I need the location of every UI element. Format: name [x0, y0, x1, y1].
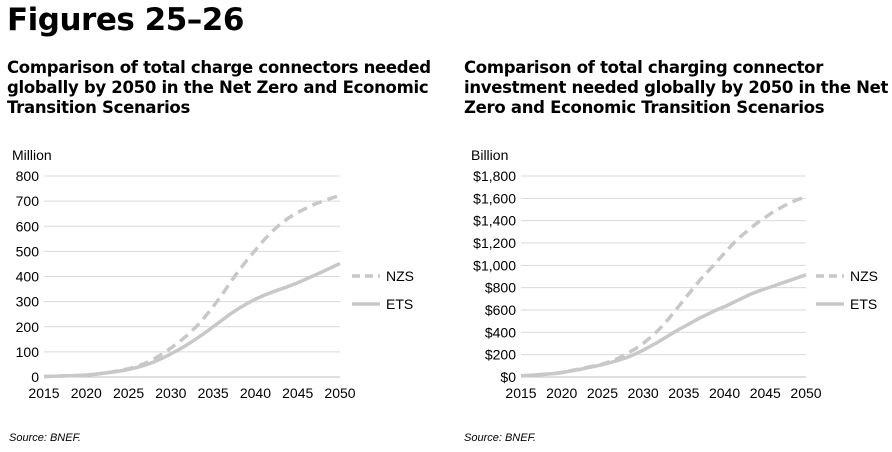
chart-2-y-tick-label: $1,400 [473, 213, 516, 229]
chart-1-y-tick-label: 200 [16, 319, 40, 335]
chart-2-y-tick-label: $800 [485, 280, 516, 296]
chart-1-x-tick-label: 2025 [113, 385, 144, 401]
chart-2-legend-label-nzs: NZS [850, 268, 878, 284]
chart-2-source: Source: BNEF. [464, 432, 536, 444]
chart-2-y-tick-label: $1,800 [473, 168, 516, 184]
chart-2-y-tick-label: $1,200 [473, 235, 516, 251]
chart-2-x-tick-label: 2015 [505, 385, 536, 401]
chart-1-y-tick-label: 700 [16, 193, 40, 209]
chart-1-y-tick-label: 800 [16, 168, 40, 184]
chart-1-y-tick-label: 400 [16, 269, 40, 285]
chart-2-y-tick-label: $1,600 [473, 190, 516, 206]
chart-1-x-tick-label: 2020 [71, 385, 102, 401]
chart-1-series-ets-line [43, 261, 341, 379]
chart-1-legend-label-ets: ETS [386, 296, 413, 312]
chart-2-title: Comparison of total charging connector i… [464, 58, 889, 117]
chart-1-y-tick-label: 300 [16, 294, 40, 310]
chart-1-unit-label: Million [12, 147, 52, 163]
chart-2-x-tick-label: 2025 [587, 385, 618, 401]
chart-2-x-tick-label: 2050 [790, 385, 821, 401]
chart-2-x-tick-label: 2020 [546, 385, 577, 401]
chart-2-series-nzs-line [520, 195, 807, 378]
chart-1-y-tick-label: 0 [31, 369, 39, 385]
chart-2-y-tick-label: $400 [485, 324, 516, 340]
chart-2-y-tick-label: $600 [485, 302, 516, 318]
chart-1-source: Source: BNEF. [9, 432, 81, 444]
chart-2-x-tick-label: 2045 [750, 385, 781, 401]
chart-2-legend-label-ets: ETS [850, 296, 877, 312]
chart-2-x-tick-label: 2035 [668, 385, 699, 401]
chart-1-title: Comparison of total charge connectors ne… [7, 58, 431, 117]
chart-1-y-tick-label: 600 [16, 218, 40, 234]
chart-2-y-tick-label: $0 [500, 369, 516, 385]
chart-1-x-tick-label: 2015 [28, 385, 59, 401]
chart-2-y-tick-label: $200 [485, 347, 516, 363]
chart-2-unit-label: Billion [471, 147, 508, 163]
chart-1-y-tick-label: 100 [16, 344, 40, 360]
chart-1-x-tick-label: 2045 [282, 385, 313, 401]
chart-2-x-tick-label: 2040 [709, 385, 740, 401]
chart-1-legend-label-nzs: NZS [386, 268, 414, 284]
chart-1-x-tick-label: 2035 [198, 385, 229, 401]
chart-1-y-tick-label: 500 [16, 243, 40, 259]
chart-1-series-nzs-line [43, 193, 341, 379]
chart-2-x-tick-label: 2030 [628, 385, 659, 401]
chart-2-series-ets-line [520, 273, 807, 378]
chart-1-x-tick-label: 2030 [155, 385, 186, 401]
chart-1-x-tick-label: 2050 [324, 385, 355, 401]
chart-1-x-tick-label: 2040 [240, 385, 271, 401]
page-title: Figures 25–26 [7, 2, 244, 38]
chart-2-y-tick-label: $1,000 [473, 257, 516, 273]
